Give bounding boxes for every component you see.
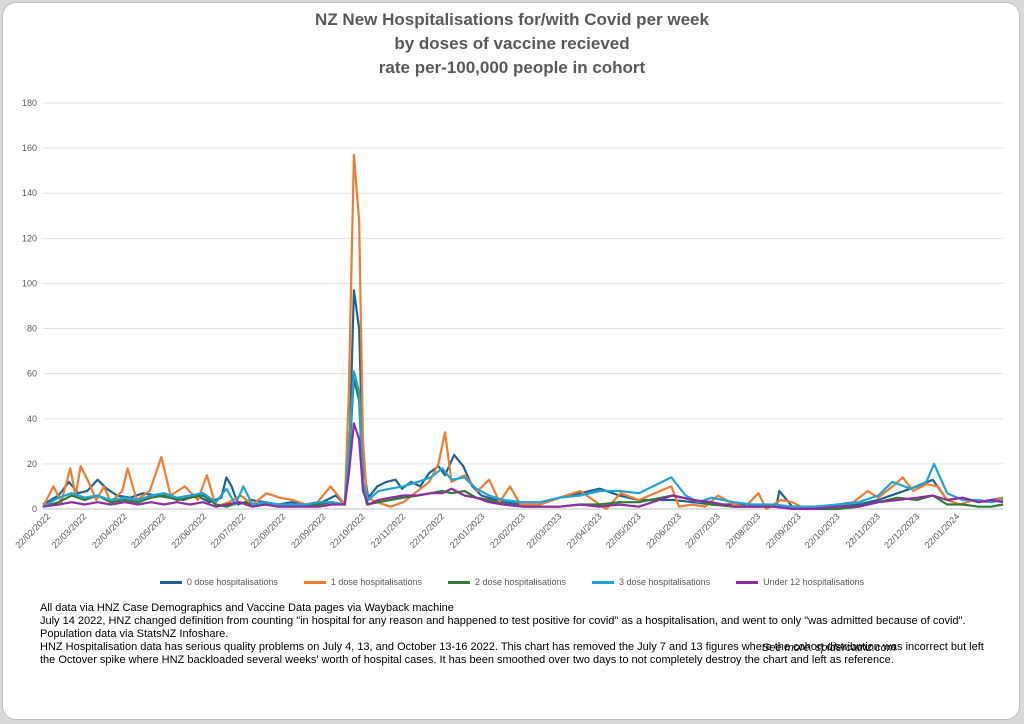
legend-label-1-dose: 1 dose hospitalisations (330, 577, 422, 587)
chart-title-line-1: NZ New Hospitalisations for/with Covid p… (315, 10, 709, 29)
y-tick-label: 40 (27, 414, 37, 424)
legend-label-under-12: Under 12 hospitalisations (763, 577, 865, 587)
chart-title-line-3: rate per-100,000 people in cohort (378, 58, 646, 77)
x-tick-label: 22/02/2022 (13, 511, 52, 550)
legend-swatch-2-dose (447, 580, 470, 584)
legend-item-3-dose: 3 dose hospitalisations (592, 575, 710, 589)
x-tick-label: 22/06/2022 (169, 511, 208, 550)
x-tick-label: 22/04/2023 (565, 511, 604, 550)
x-tick-label: 22/05/2022 (129, 511, 168, 550)
chart-title: NZ New Hospitalisations for/with Covid p… (0, 8, 1024, 80)
note-line: Population data via StatsNZ Infoshare. (40, 628, 229, 640)
legend-swatch-0-dose (159, 580, 182, 584)
x-tick-label: 22/02/2023 (488, 511, 527, 550)
source-notes: All data via HNZ Case Demographics and V… (40, 602, 1000, 667)
legend: 0 dose hospitalisations 1 dose hospitali… (0, 575, 1024, 589)
x-tick-label: 22/09/2023 (764, 511, 803, 550)
y-tick-label: 0 (32, 504, 37, 514)
note-line: All data via HNZ Case Demographics and V… (40, 602, 454, 614)
x-tick-label: 22/11/2022 (369, 511, 407, 549)
note-line: HNZ Hospitalisation data has serious qua… (40, 641, 984, 666)
x-tick-label: 22/10/2023 (803, 511, 842, 550)
series-line-4 (42, 422, 1004, 511)
y-axis-ticks: 0 20 40 60 80 100 120 140 160 180 (22, 98, 37, 514)
x-tick-label: 22/09/2022 (289, 511, 328, 550)
legend-label-3-dose: 3 dose hospitalisations (619, 577, 711, 587)
gridlines (43, 102, 1003, 510)
y-tick-label: 140 (22, 188, 37, 198)
x-tick-label: 22/03/2022 (50, 511, 89, 550)
legend-item-2-dose: 2 dose hospitalisations (447, 575, 567, 589)
legend-label-0-dose: 0 dose hospitalisations (186, 577, 278, 587)
x-tick-label: 22/10/2022 (328, 511, 367, 550)
x-tick-label: 22/12/2023 (882, 511, 921, 550)
series-line-0 (42, 289, 1004, 508)
x-tick-label: 22/08/2023 (724, 511, 763, 550)
x-tick-label: 22/01/2023 (448, 511, 487, 550)
note-line: July 14 2022, HNZ changed definition fro… (40, 615, 966, 627)
y-tick-label: 180 (22, 98, 37, 108)
y-tick-label: 80 (27, 324, 37, 334)
x-tick-label: 22/06/2023 (644, 511, 683, 550)
x-tick-label: 22/08/2022 (249, 511, 288, 550)
x-tick-label: 22/07/2022 (208, 511, 247, 550)
y-tick-label: 100 (22, 278, 37, 288)
x-tick-label: 22/12/2022 (407, 511, 446, 550)
series-lines (42, 153, 1004, 511)
y-tick-label: 120 (22, 233, 37, 243)
legend-swatch-under-12 (736, 580, 759, 584)
legend-label-2-dose: 2 dose hospitalisations (474, 577, 567, 587)
y-tick-label: 60 (27, 369, 37, 379)
chart-title-line-2: by doses of vaccine recieved (394, 34, 630, 53)
x-tick-label: 22/07/2023 (683, 511, 722, 550)
series-line-1 (42, 153, 1004, 511)
x-tick-label: 22/03/2023 (525, 511, 564, 550)
legend-item-0-dose: 0 dose hospitalisations (159, 575, 278, 589)
legend-item-under-12: Under 12 hospitalisations (736, 575, 864, 589)
legend-swatch-1-dose (303, 580, 326, 584)
legend-item-1-dose: 1 dose hospitalisations (303, 575, 422, 589)
x-tick-label: 22/01/2024 (923, 511, 962, 550)
x-tick-label: 22/05/2023 (604, 511, 643, 550)
see-more-link[interactable]: See more: spidercatnz.com (762, 642, 896, 654)
legend-swatch-3-dose (592, 580, 615, 584)
x-tick-label: 22/11/2023 (844, 511, 882, 549)
x-tick-label: 22/04/2022 (90, 511, 129, 550)
series-line-3 (42, 370, 1004, 508)
y-tick-label: 160 (22, 143, 37, 153)
y-tick-label: 20 (27, 459, 37, 469)
